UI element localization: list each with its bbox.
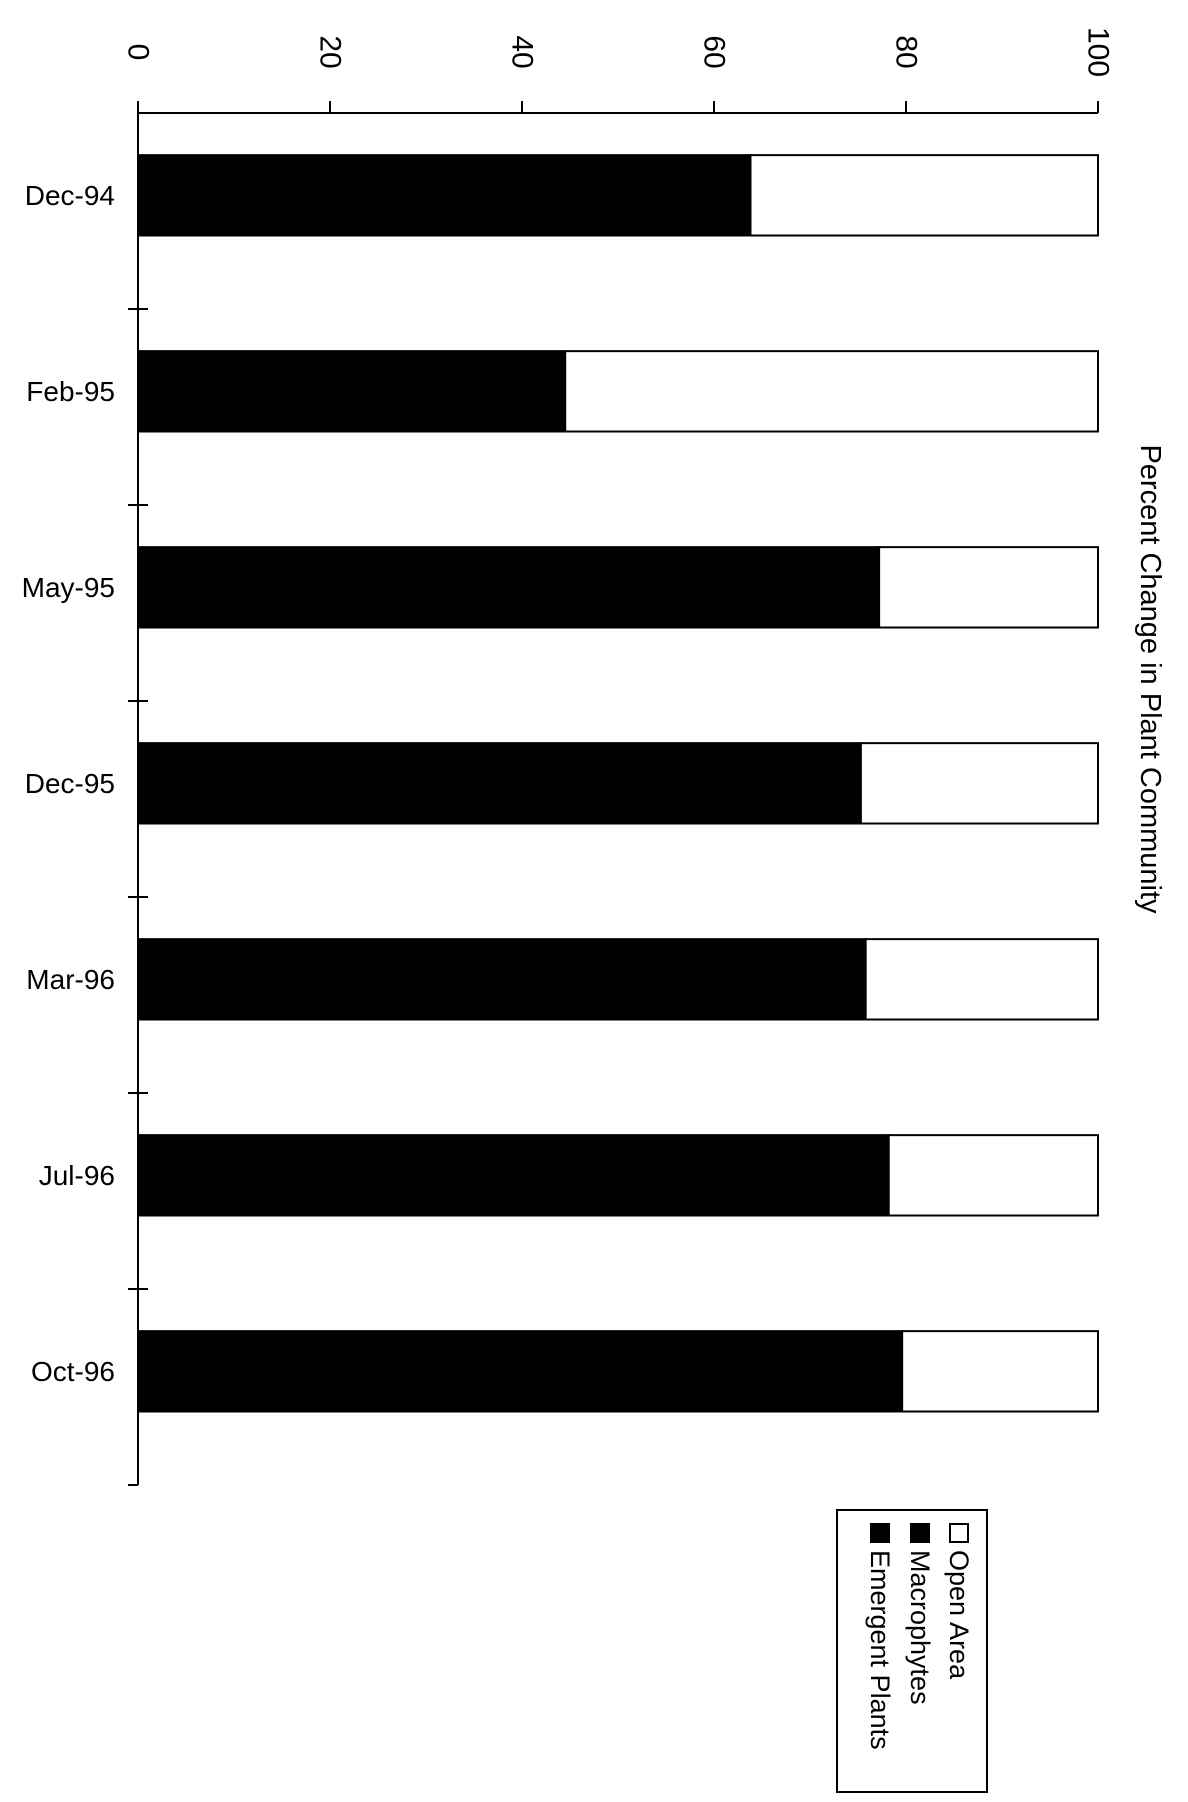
category-label: Jul-96 xyxy=(39,1160,115,1191)
legend-label: Macrophytes xyxy=(905,1550,935,1705)
value-tick-label: 60 xyxy=(698,35,731,68)
legend-swatch xyxy=(870,1523,890,1543)
bar-segment-open-area xyxy=(749,154,1099,237)
value-tick-label: 100 xyxy=(1082,27,1115,77)
bar-segment-open-area xyxy=(887,1134,1099,1217)
category-label: Oct-96 xyxy=(31,1356,115,1387)
bar-segment-macrophytes xyxy=(137,742,862,825)
legend-label: Open Area xyxy=(944,1550,974,1680)
value-axis-title: Percent Change in Plant Community xyxy=(1134,444,1166,914)
category-label: Mar-96 xyxy=(26,964,115,995)
value-tick-label: 0 xyxy=(122,44,155,61)
category-label: Feb-95 xyxy=(26,376,115,407)
bar-segment-macrophytes xyxy=(137,154,752,237)
category-label: May-95 xyxy=(22,572,115,603)
bar-segment-macrophytes xyxy=(137,1330,904,1413)
bar-segment-open-area xyxy=(878,546,1099,629)
category-label: Dec-95 xyxy=(25,768,115,799)
bar-segment-macrophytes xyxy=(137,350,567,433)
category-label: Dec-94 xyxy=(25,180,115,211)
legend-label: Emergent Plants xyxy=(865,1550,895,1750)
value-tick-label: 40 xyxy=(506,35,539,68)
legend-box xyxy=(836,1509,988,1793)
value-tick-label: 20 xyxy=(314,35,347,68)
bar-segment-open-area xyxy=(864,938,1099,1021)
bar-segment-open-area xyxy=(564,350,1099,433)
bar-segment-open-area xyxy=(859,742,1099,825)
bar-segment-macrophytes xyxy=(137,546,881,629)
bar-segment-macrophytes xyxy=(137,1134,890,1217)
legend-swatch xyxy=(910,1523,930,1543)
legend-swatch xyxy=(949,1523,969,1543)
value-tick-label: 80 xyxy=(890,35,923,68)
bar-segment-open-area xyxy=(901,1330,1099,1413)
bar-segment-macrophytes xyxy=(137,938,867,1021)
